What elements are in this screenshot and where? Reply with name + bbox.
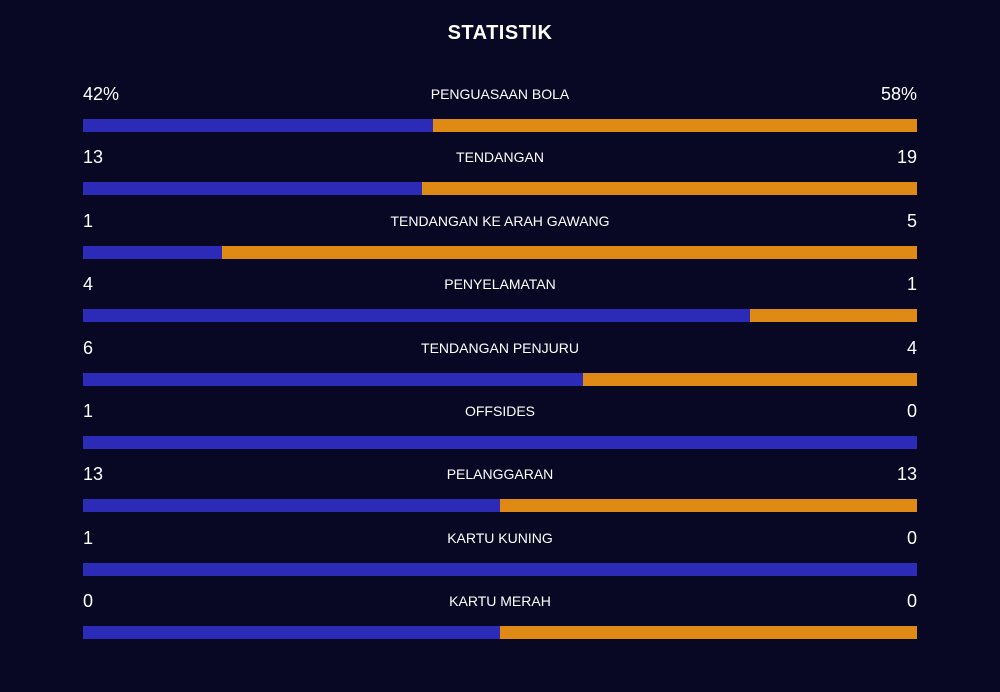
home-bar [83, 626, 500, 640]
stat-label: KARTU KUNING [447, 529, 553, 546]
comparison-bar [83, 499, 917, 513]
comparison-bar [83, 372, 917, 386]
stat-header: 4 PENYELAMATAN 1 [83, 270, 917, 298]
home-value: 6 [83, 337, 94, 358]
home-value: 0 [83, 591, 94, 612]
away-bar [500, 499, 917, 513]
comparison-bar [83, 182, 917, 196]
away-value: 0 [906, 591, 917, 612]
stats-list: 42% PENGUASAAN BOLA 58% 13 TENDANGAN 19 … [83, 80, 917, 651]
home-bar [83, 499, 500, 513]
away-value: 1 [906, 274, 917, 295]
away-bar [421, 182, 917, 196]
away-bar [750, 309, 917, 323]
stat-header: 13 PELANGGARAN 13 [83, 460, 917, 488]
comparison-bar [83, 245, 917, 259]
home-bar [83, 245, 223, 259]
home-value: 1 [83, 210, 94, 231]
away-value: 0 [906, 400, 917, 421]
stat-label: PENYELAMATAN [444, 276, 556, 293]
stat-header: 13 TENDANGAN 19 [83, 143, 917, 171]
comparison-bar [83, 309, 917, 323]
section-title: STATISTIK [447, 22, 553, 44]
stat-header: 1 KARTU KUNING 0 [83, 524, 917, 552]
home-bar [83, 309, 751, 323]
comparison-bar [83, 435, 917, 449]
home-bar [83, 372, 584, 386]
home-value: 42% [83, 84, 120, 104]
stat-label: TENDANGAN KE ARAH GAWANG [390, 212, 610, 229]
home-value: 1 [83, 527, 94, 548]
stat-header: 1 OFFSIDES 0 [83, 397, 917, 425]
stat-label: PELANGGARAN [446, 466, 554, 483]
stat-label: PENGUASAAN BOLA [430, 86, 570, 102]
stat-row-offsides: 1 OFFSIDES 0 [83, 397, 917, 460]
away-bar [583, 372, 917, 386]
stat-row-shots: 13 TENDANGAN 19 [83, 143, 917, 206]
stat-header: 6 TENDANGAN PENJURU 4 [83, 334, 917, 362]
stat-label: TENDANGAN PENJURU [421, 339, 579, 356]
stat-row-red-cards: 0 KARTU MERAH 0 [83, 587, 917, 650]
stat-label: KARTU MERAH [449, 593, 551, 610]
away-value: 19 [896, 147, 917, 168]
away-value: 0 [906, 527, 917, 548]
stat-row-possession: 42% PENGUASAAN BOLA 58% [83, 80, 917, 143]
stat-row-shots-on-target: 1 TENDANGAN KE ARAH GAWANG 5 [83, 207, 917, 270]
away-bar [500, 626, 917, 640]
stat-row-fouls: 13 PELANGGARAN 13 [83, 460, 917, 523]
stat-row-saves: 4 PENYELAMATAN 1 [83, 270, 917, 333]
comparison-bar [83, 119, 917, 132]
away-value: 13 [896, 464, 917, 485]
home-bar [83, 562, 917, 576]
stat-row-corners: 6 TENDANGAN PENJURU 4 [83, 334, 917, 397]
home-bar [83, 182, 422, 196]
away-value: 5 [906, 210, 917, 231]
away-bar [222, 245, 917, 259]
home-value: 13 [83, 147, 104, 168]
comparison-bar [83, 562, 917, 576]
stat-header: 42% PENGUASAAN BOLA 58% [83, 80, 917, 108]
home-bar [83, 119, 434, 132]
home-value: 13 [83, 464, 104, 485]
away-bar [433, 119, 917, 132]
stat-label: OFFSIDES [464, 402, 535, 419]
home-bar [83, 435, 917, 449]
comparison-bar [83, 626, 917, 640]
home-value: 4 [83, 274, 94, 295]
home-value: 1 [83, 400, 94, 421]
stat-row-yellow-cards: 1 KARTU KUNING 0 [83, 524, 917, 587]
stat-label: TENDANGAN [456, 149, 544, 166]
stat-header: 0 KARTU MERAH 0 [83, 587, 917, 615]
stat-header: 1 TENDANGAN KE ARAH GAWANG 5 [83, 207, 917, 235]
away-value: 58% [880, 84, 917, 104]
away-value: 4 [906, 337, 917, 358]
